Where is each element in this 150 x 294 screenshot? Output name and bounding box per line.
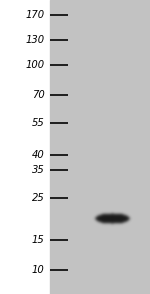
Text: 40: 40 — [32, 150, 45, 160]
Bar — [0, 0, 50, 294]
Text: 70: 70 — [32, 90, 45, 100]
Text: 25: 25 — [32, 193, 45, 203]
Text: 55: 55 — [32, 118, 45, 128]
Text: 35: 35 — [32, 165, 45, 175]
Bar — [50, 0, 150, 294]
Text: 15: 15 — [32, 235, 45, 245]
Text: 100: 100 — [25, 60, 45, 70]
Text: 170: 170 — [25, 10, 45, 20]
Text: 10: 10 — [32, 265, 45, 275]
Text: 130: 130 — [25, 35, 45, 45]
